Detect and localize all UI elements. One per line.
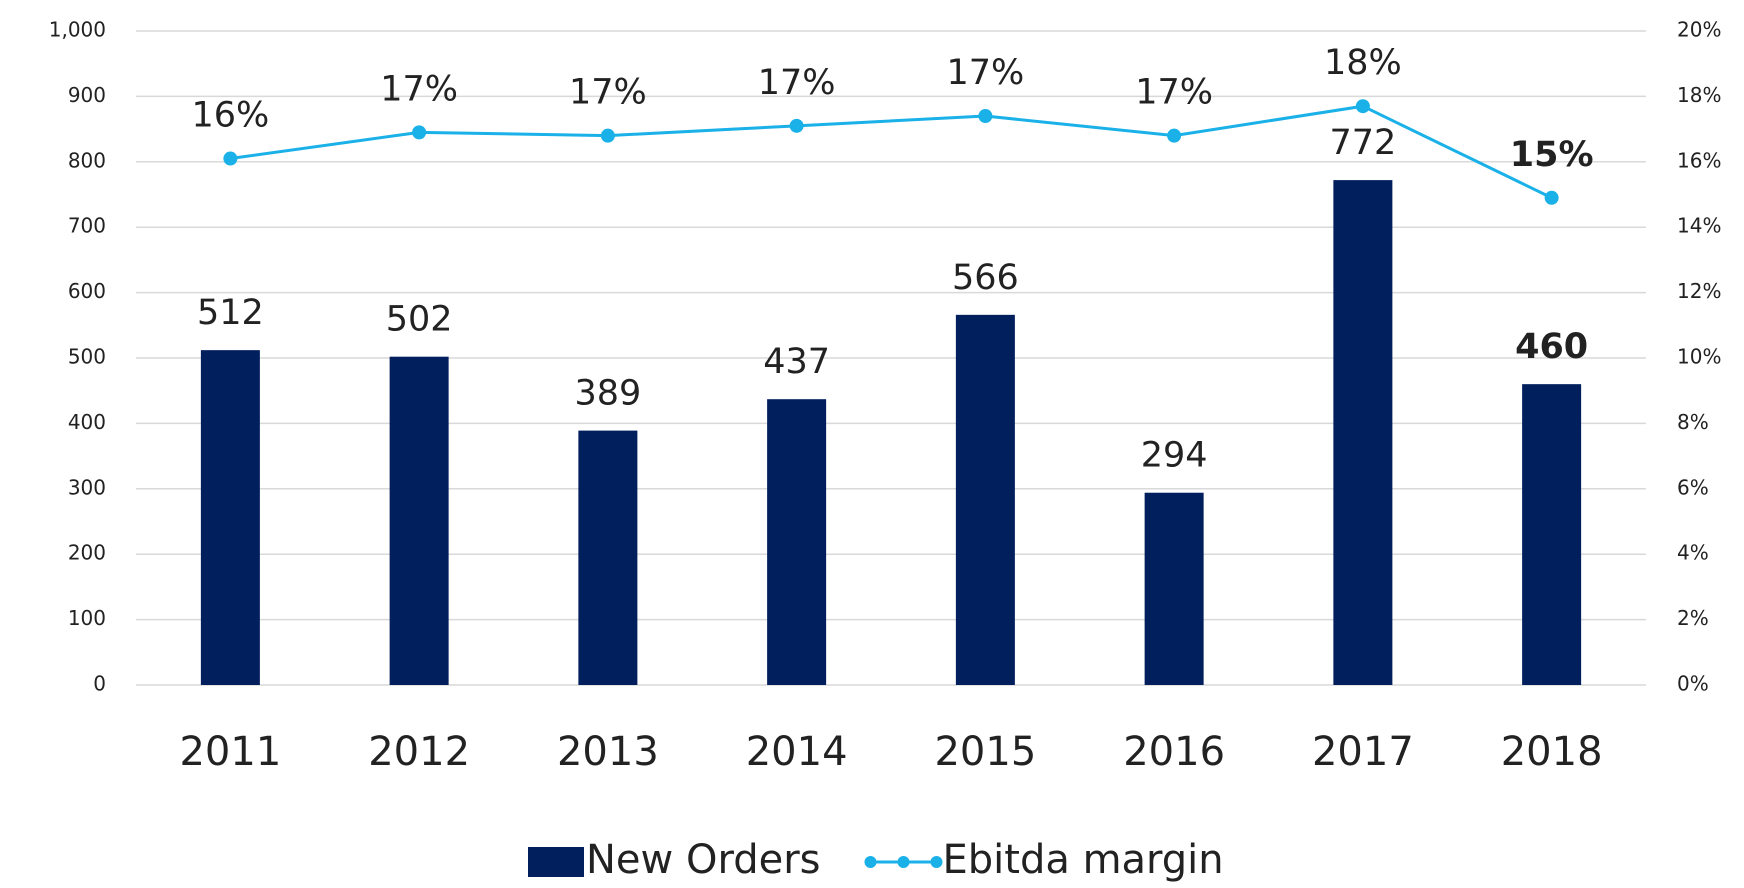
x-tick-label: 2016 (1123, 729, 1225, 775)
y-tick-label: 700 (68, 214, 106, 238)
line-point (412, 125, 427, 140)
line-point (1167, 128, 1182, 143)
data-label: 772 (1329, 123, 1396, 163)
data-label: 18% (1324, 43, 1402, 83)
bar (1333, 180, 1393, 685)
y-tick-label: 1,000 (49, 18, 106, 42)
line-point (1544, 190, 1559, 205)
data-label: 16% (191, 96, 269, 136)
data-label: 512 (197, 293, 264, 333)
x-tick-label: 2011 (179, 729, 281, 775)
line (230, 104, 1553, 200)
bar (1522, 384, 1582, 685)
legend-label: Ebitda margin (942, 837, 1223, 883)
bar (578, 430, 638, 685)
data-label: 17% (758, 63, 836, 103)
bar (1144, 492, 1204, 685)
legend-swatch (864, 856, 877, 868)
bar (200, 350, 260, 685)
y-tick-label: 400 (68, 410, 106, 434)
y2-tick-label: 16% (1677, 148, 1721, 172)
bar (767, 399, 827, 685)
y2-tick-label: 18% (1677, 83, 1721, 107)
legend-swatch (897, 856, 910, 868)
data-label: 294 (1141, 436, 1208, 476)
y2-tick-label: 8% (1677, 410, 1709, 434)
y-tick-label: 800 (68, 148, 106, 172)
x-tick-label: 2014 (746, 729, 848, 775)
y2-tick-label: 2% (1677, 606, 1709, 630)
legend-swatch (528, 847, 584, 877)
data-label: 17% (1135, 73, 1213, 113)
y2-tick-label: 20% (1677, 18, 1721, 42)
line-point (223, 151, 238, 166)
data-label: 17% (380, 69, 458, 109)
y2-tick-label: 12% (1677, 279, 1721, 303)
data-label: 502 (386, 300, 453, 340)
y-tick-label: 300 (68, 475, 106, 499)
data-label: 15% (1510, 135, 1594, 175)
x-tick-label: 2012 (368, 729, 470, 775)
y-tick-label: 200 (68, 541, 106, 565)
data-label: 437 (763, 342, 830, 382)
y-tick-label: 600 (68, 279, 106, 303)
line-point (600, 128, 615, 143)
x-tick-label: 2017 (1312, 729, 1414, 775)
data-label: 17% (946, 53, 1024, 93)
x-tick-label: 2015 (934, 729, 1036, 775)
y2-tick-label: 6% (1677, 475, 1709, 499)
legend-swatch (930, 856, 943, 868)
legend-label: New Orders (586, 837, 820, 883)
y-tick-label: 900 (68, 83, 106, 107)
bar (955, 314, 1015, 685)
line-point (1355, 99, 1370, 114)
y2-tick-label: 10% (1677, 345, 1721, 369)
y-tick-label: 0 (93, 672, 106, 696)
x-tick-label: 2018 (1501, 729, 1603, 775)
y2-tick-label: 14% (1677, 214, 1721, 238)
y2-tick-label: 4% (1677, 541, 1709, 565)
y-tick-label: 100 (68, 606, 106, 630)
data-label: 17% (569, 73, 647, 113)
line-point (978, 109, 993, 124)
data-label: 389 (574, 374, 641, 414)
y2-tick-label: 0% (1677, 672, 1709, 696)
data-label: 566 (952, 258, 1019, 298)
bar (389, 356, 449, 685)
y-tick-label: 500 (68, 345, 106, 369)
data-label: 460 (1515, 327, 1588, 367)
line-point (789, 118, 804, 133)
x-tick-label: 2013 (557, 729, 659, 775)
